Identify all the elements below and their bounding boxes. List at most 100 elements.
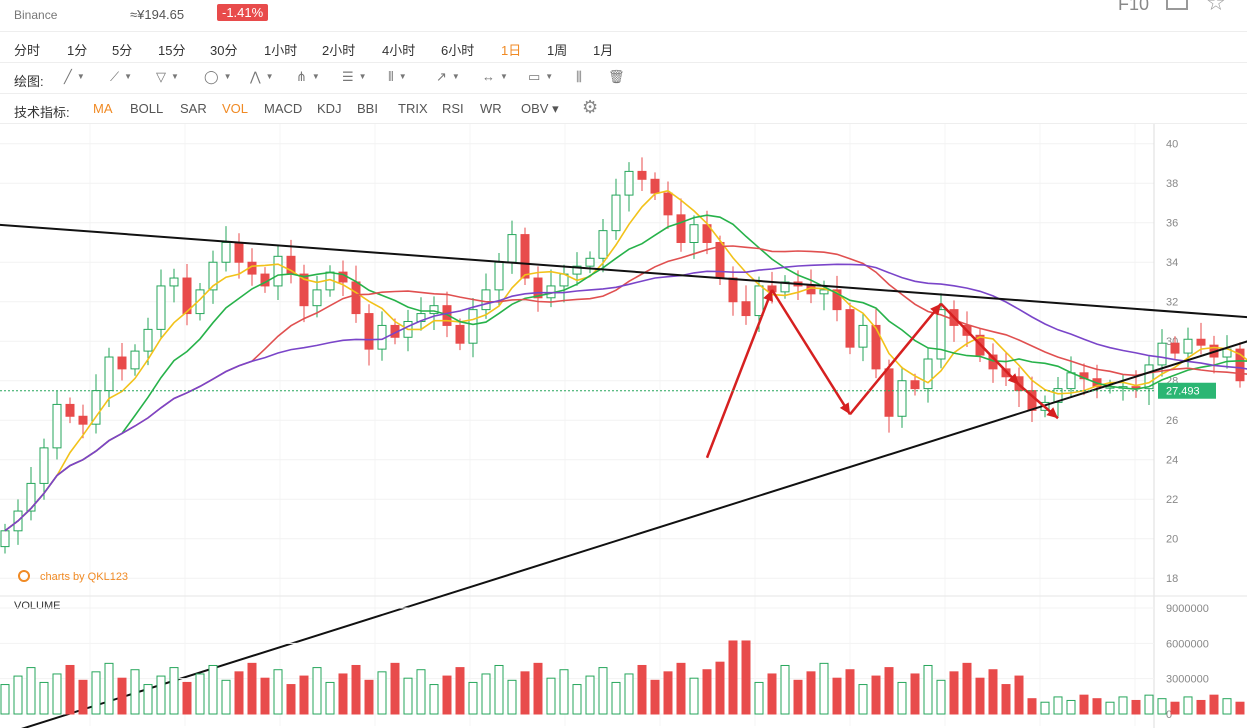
watermark-text: charts by QKL123 [40, 571, 128, 583]
volume-bar [780, 664, 790, 715]
fib-tool-icon[interactable]: ☰ ▼ [342, 69, 367, 84]
timeframe-7[interactable]: 4小时 [382, 43, 416, 58]
timeframe-6[interactable]: 2小时 [322, 43, 356, 58]
timeframe-4[interactable]: 30分 [210, 43, 238, 58]
volume-bar [1209, 694, 1219, 715]
indicator-obv[interactable]: OBV ▾ [521, 101, 559, 116]
volume-bar [1222, 698, 1232, 715]
timeframe-1[interactable]: 1分 [67, 43, 88, 58]
volume-bar [650, 679, 660, 715]
timeframe-11[interactable]: 1月 [593, 43, 614, 58]
measure-tool-icon[interactable]: ↔ ▼ [482, 69, 508, 84]
candle-body [117, 356, 127, 370]
candle-body [1235, 348, 1245, 382]
candle-body [234, 241, 244, 263]
candle-body [208, 261, 218, 291]
timeframe-bar: 分时 1分 5分 15分 30分 1小时 2小时 4小时 6小时 1日 1周 1月 [0, 32, 1247, 63]
volume-bars [0, 640, 1245, 715]
indicator-kdj[interactable]: KDJ [317, 101, 342, 116]
candle-body [351, 281, 361, 315]
volume-tick-label: 6000000 [1166, 638, 1209, 650]
volume-bar [273, 669, 283, 715]
volume-bar [0, 684, 10, 715]
gann-tool-icon[interactable]: ⦀ ▼ [388, 69, 407, 84]
candle-body [1066, 372, 1076, 390]
pitchfork-tool-icon[interactable]: ⋔ ▼ [296, 69, 320, 84]
volume-bar [182, 681, 192, 715]
expand-icon[interactable] [1166, 0, 1188, 10]
volume-bar [975, 677, 985, 715]
timeframe-9[interactable]: 1日 [501, 43, 522, 58]
trash-icon[interactable]: 🗑 [608, 69, 625, 84]
y-tick-label: 24 [1166, 455, 1178, 467]
candle-body [650, 178, 660, 194]
volume-bar [442, 675, 452, 715]
volume-bar [949, 671, 959, 715]
bars-tool-icon[interactable]: ⫼ [576, 69, 582, 84]
line-tool-icon[interactable]: ╱ ▼ [64, 69, 85, 84]
channel-tool-icon[interactable]: ▽ ▼ [156, 69, 179, 84]
candle-body [91, 390, 101, 425]
candle-body [0, 530, 10, 548]
indicator-sar[interactable]: SAR [180, 101, 207, 116]
exchange-name: Binance [14, 8, 58, 22]
timeframe-3[interactable]: 15分 [158, 43, 186, 58]
timeframe-10[interactable]: 1周 [547, 43, 568, 58]
volume-bar [910, 673, 920, 715]
star-icon[interactable]: ☆ [1206, 0, 1226, 15]
candle-body [741, 301, 751, 317]
ma10-line [4, 214, 1247, 532]
indicator-trix[interactable]: TRIX [398, 101, 428, 116]
f10-button[interactable]: F10 [1118, 0, 1150, 14]
volume-bar [403, 677, 413, 715]
timeframe-0[interactable]: 分时 [14, 43, 41, 58]
y-tick-label: 40 [1166, 139, 1178, 151]
candle-body [858, 324, 868, 348]
indicator-rsi[interactable]: RSI [442, 101, 464, 116]
arrow-tool-icon[interactable]: ↗ ▼ [436, 69, 460, 84]
candle-body [871, 324, 881, 370]
volume-bar [13, 675, 23, 715]
y-tick-label: 18 [1166, 573, 1178, 585]
volume-bar [1092, 698, 1102, 715]
volume-bar [585, 675, 595, 715]
ma5-line [4, 189, 1247, 532]
volume-bar [260, 677, 270, 715]
arrow-head [1007, 373, 1019, 385]
ray-tool-icon[interactable]: ⟋ ▼ [110, 69, 133, 84]
zigzag-segment [849, 302, 942, 416]
volume-bar [65, 664, 75, 715]
zigzag-segment [770, 289, 852, 415]
candle-body [52, 403, 62, 449]
wave-tool-icon[interactable]: ⋀ ▼ [250, 69, 274, 84]
volume-bar [819, 662, 829, 715]
indicator-vol[interactable]: VOL [222, 101, 249, 116]
candle-body [429, 305, 439, 315]
indicator-macd[interactable]: MACD [264, 101, 303, 116]
candle-body [923, 358, 933, 390]
timeframe-8[interactable]: 6小时 [441, 43, 475, 58]
candle-body [481, 289, 491, 311]
volume-bar [832, 677, 842, 715]
candle-body [78, 415, 88, 425]
volume-bar [390, 662, 400, 715]
volume-bar [858, 684, 868, 715]
volume-bar [546, 677, 556, 715]
volume-tick-label: 0 [1166, 709, 1172, 721]
y-tick-label: 36 [1166, 218, 1178, 230]
volume-bar [871, 675, 881, 715]
circle-tool-icon[interactable]: ◯ ▼ [204, 69, 232, 84]
y-tick-label: 38 [1166, 178, 1178, 190]
gear-icon[interactable]: ⚙ [582, 97, 599, 117]
timeframe-5[interactable]: 1小时 [264, 43, 298, 58]
indicator-ma[interactable]: MA [93, 101, 113, 116]
indicator-bbi[interactable]: BBI [357, 101, 378, 116]
timeframe-2[interactable]: 5分 [112, 43, 133, 58]
volume-bar [117, 677, 127, 715]
y-tick-label: 34 [1166, 257, 1178, 269]
indicator-boll[interactable]: BOLL [130, 101, 164, 116]
volume-bar [143, 684, 153, 715]
note-tool-icon[interactable]: ▭ ▼ [528, 69, 554, 84]
indicator-wr[interactable]: WR [480, 101, 502, 116]
